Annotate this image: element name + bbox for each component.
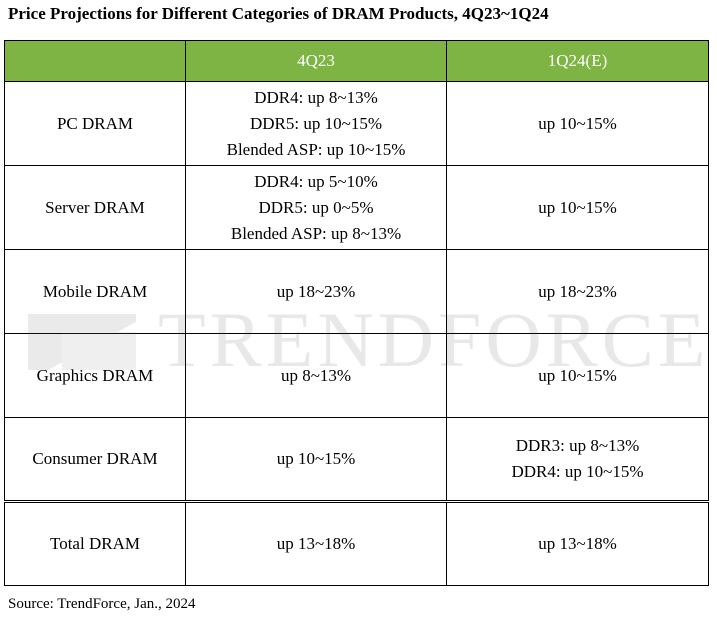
cell-line: DDR3: up 8~13% bbox=[515, 436, 640, 455]
cell-1q24: up 13~18% bbox=[446, 500, 709, 586]
cell-line: DDR4: up 5~10% bbox=[254, 171, 378, 191]
table-row: Consumer DRAM up 10~15% DDR3: up 8~13% DDR4… bbox=[4, 417, 709, 502]
header-1q24: 1Q24(E) bbox=[446, 40, 709, 82]
cell-1q24: DDR3: up 8~13% DDR4: up 10~15% bbox=[446, 417, 709, 502]
source-note: Source: TrendForce, Jan., 2024 bbox=[8, 596, 196, 612]
cell-line: Blended ASP: up 8~13% bbox=[230, 223, 402, 243]
cell-4q23: up 13~18% bbox=[185, 500, 447, 586]
cell-4q23: up 10~15% bbox=[185, 417, 447, 502]
page-title: Price Projections for Different Categori… bbox=[8, 4, 549, 23]
cell-line: up 18~23% bbox=[538, 281, 617, 301]
table-row: Server DRAM DDR4: up 5~10% DDR5: up 0~5% Bl… bbox=[4, 165, 709, 250]
category-cell: Graphics DRAM bbox=[4, 333, 186, 418]
header-4q23: 4Q23 bbox=[185, 40, 447, 82]
cell-1q24: up 18~23% bbox=[446, 249, 709, 334]
category-cell: PC DRAM bbox=[4, 81, 186, 166]
category-cell: Consumer DRAM bbox=[4, 417, 186, 502]
cell-line: DDR5: up 10~15% bbox=[250, 113, 382, 133]
cell-1q24: up 10~15% bbox=[446, 333, 709, 418]
price-projection-table: 4Q23 1Q24(E) PC DRAM DDR4: up 8~13% DDR5: … bbox=[4, 40, 709, 586]
cell-line: DDR4: up 10~15% bbox=[511, 462, 644, 481]
cell-4q23: up 8~13% bbox=[185, 333, 447, 418]
cell-line: up 8~13% bbox=[280, 365, 352, 385]
cell-1q24: up 10~15% bbox=[446, 81, 709, 166]
cell-4q23: DDR4: up 5~10% DDR5: up 0~5% Blended ASP: … bbox=[185, 165, 447, 250]
cell-line: up 10~15% bbox=[538, 197, 617, 217]
header-category bbox=[4, 40, 186, 82]
cell-1q24: up 10~15% bbox=[446, 165, 709, 250]
header-row: 4Q23 1Q24(E) bbox=[4, 40, 709, 82]
cell-4q23: DDR4: up 8~13% DDR5: up 10~15% Blended ASP… bbox=[185, 81, 447, 166]
price-table-container: 4Q23 1Q24(E) PC DRAM DDR4: up 8~13% DDR5: … bbox=[4, 40, 709, 590]
category-cell: Server DRAM bbox=[4, 165, 186, 250]
cell-4q23: up 18~23% bbox=[185, 249, 447, 334]
table-row: PC DRAM DDR4: up 8~13% DDR5: up 10~15% Blen… bbox=[4, 81, 709, 166]
table-row: Total DRAM up 13~18% up 13~18% bbox=[4, 500, 709, 586]
cell-line: up 13~18% bbox=[276, 534, 356, 553]
cell-line: DDR4: up 8~13% bbox=[254, 87, 378, 107]
category-cell: Total DRAM bbox=[4, 500, 186, 586]
cell-line: up 10~15% bbox=[276, 449, 356, 468]
cell-line: up 10~15% bbox=[538, 365, 617, 385]
category-cell: Mobile DRAM bbox=[4, 249, 186, 334]
table-row: Mobile DRAM up 18~23% up 18~23% bbox=[4, 249, 709, 334]
cell-line: up 10~15% bbox=[538, 113, 617, 133]
cell-line: up 13~18% bbox=[538, 534, 617, 553]
cell-line: Blended ASP: up 10~15% bbox=[226, 139, 406, 159]
cell-line: DDR5: up 0~5% bbox=[258, 197, 374, 217]
cell-line: up 18~23% bbox=[276, 281, 356, 301]
table-row: Graphics DRAM up 8~13% up 10~15% bbox=[4, 333, 709, 418]
